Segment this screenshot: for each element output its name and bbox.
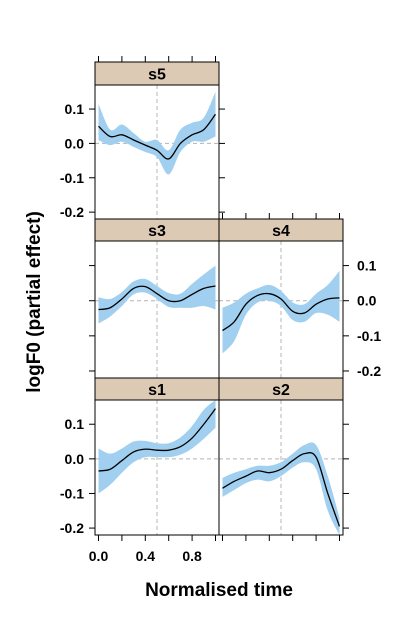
panel-s4: s4	[218, 218, 344, 379]
panel-s1: s1	[94, 377, 220, 536]
fit-line-s5	[98, 113, 217, 160]
y-tick-label: 0.1	[357, 258, 377, 274]
panels-layer: s1 s2 s3 s4 s5	[94, 61, 344, 536]
panel-frame-s2	[218, 399, 344, 536]
y-tick-label: 0.1	[65, 416, 85, 432]
y-tick-label: -0.1	[60, 170, 84, 186]
panel-frame-s5	[94, 84, 220, 220]
strip-label-s2: s2	[272, 382, 290, 399]
confidence-band-s4	[222, 270, 340, 354]
strip-label-s1: s1	[148, 382, 166, 399]
fit-line-s3	[98, 285, 216, 311]
y-tick-label: -0.2	[60, 204, 84, 220]
confidence-band-s1	[98, 400, 216, 494]
strip-label-s5: s5	[148, 67, 166, 84]
panel-s5: s5	[94, 61, 220, 220]
y-tick-label: 0.1	[65, 101, 85, 117]
panel-frame-s4	[218, 240, 344, 379]
x-tick-label: 0.0	[89, 548, 109, 564]
y-tick-label: -0.1	[357, 328, 381, 344]
y-axis-title: logF0 (partial effect)	[24, 211, 45, 393]
y-tick-label: -0.1	[60, 485, 84, 501]
x-tick-label: 0.8	[182, 548, 202, 564]
y-tick-label: -0.2	[60, 520, 84, 536]
y-tick-label: -0.2	[357, 363, 381, 379]
axes-layer: 0.0 0.4 0.8 0.1 0.0 -0.1 -0.2 0.1 0.0 -0.1 -0.2 0.1…	[60, 56, 381, 564]
strip-label-s4: s4	[272, 223, 290, 240]
strip-label-s3: s3	[148, 223, 166, 240]
confidence-band-s5	[98, 91, 216, 175]
panel-s3: s3	[94, 218, 220, 379]
x-axis-title: Normalised time	[145, 580, 293, 601]
fit-line-s2	[222, 452, 341, 527]
y-tick-label: 0.0	[357, 293, 377, 309]
fit-line-s1	[98, 408, 217, 472]
panel-s2: s2	[218, 377, 344, 536]
x-tick-label: 0.4	[136, 548, 156, 564]
fit-line-s4	[222, 292, 340, 332]
y-tick-label: 0.0	[65, 135, 85, 151]
confidence-band-s3	[98, 265, 216, 324]
y-tick-label: 0.0	[65, 451, 85, 467]
